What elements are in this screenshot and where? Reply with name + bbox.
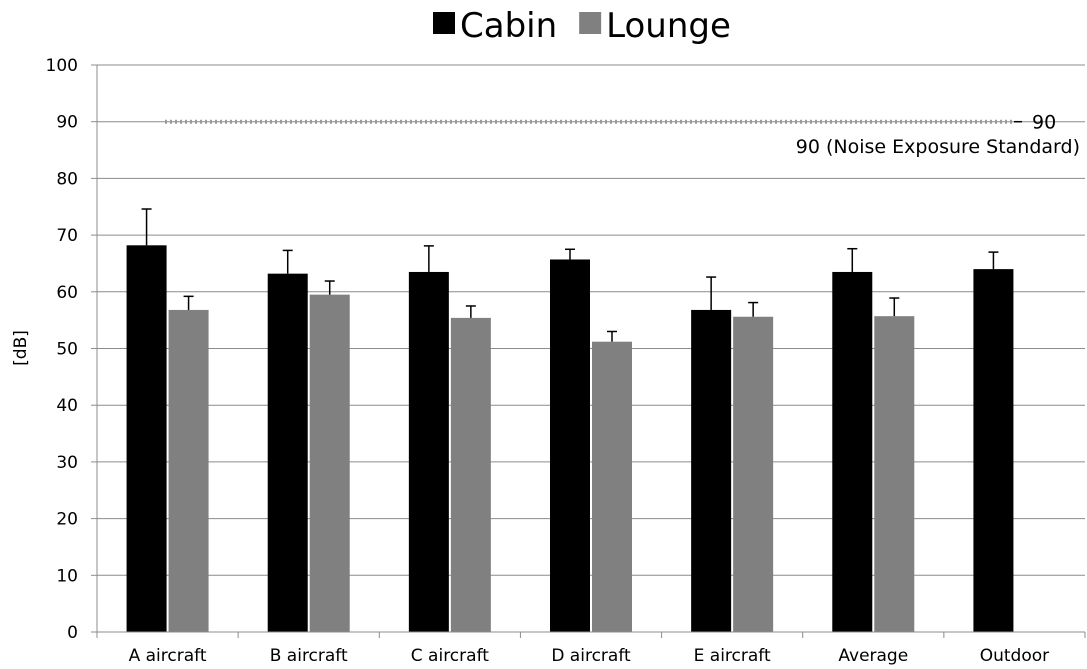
x-tick-label: Average (838, 646, 908, 666)
bar-cabin (691, 309, 732, 632)
y-tick-label: 80 (56, 169, 78, 189)
y-tick-label: 40 (56, 396, 78, 416)
bar-lounge (450, 317, 491, 632)
x-tick-label: C aircraft (411, 646, 489, 666)
bar-cabin (267, 273, 308, 632)
reference-value-label: 90 (1032, 112, 1056, 134)
y-tick-label: 50 (56, 340, 78, 360)
x-tick-label: B aircraft (270, 646, 348, 666)
x-tick-label: Outdoor (980, 646, 1049, 666)
bar-cabin (832, 271, 873, 632)
y-tick-label: 20 (56, 510, 78, 530)
legend-swatch-cabin (433, 12, 455, 34)
bar-lounge (874, 316, 915, 632)
y-tick-label: 70 (56, 226, 78, 246)
legend-label-cabin: Cabin (460, 6, 557, 46)
y-tick-label: 0 (67, 623, 78, 643)
bar-cabin (126, 245, 167, 632)
legend-swatch-lounge (579, 12, 602, 34)
x-tick-label: E aircraft (694, 646, 771, 666)
y-tick-label: 90 (56, 113, 78, 133)
error-bars (141, 208, 999, 342)
bars (126, 245, 1014, 632)
legend: Cabin Lounge (433, 6, 731, 46)
y-tick-label: 60 (56, 283, 78, 303)
legend-label-lounge: Lounge (606, 6, 731, 46)
axes (91, 64, 1086, 638)
x-tick-label: D aircraft (551, 646, 631, 666)
reference-description: 90 (Noise Exposure Standard) (796, 136, 1080, 158)
bar-lounge (168, 309, 209, 632)
x-tick-label: A aircraft (129, 646, 207, 666)
y-tick-label: 30 (56, 453, 78, 473)
y-tick-label: 10 (56, 566, 78, 586)
bar-lounge (733, 316, 774, 632)
bar-cabin (408, 271, 449, 632)
y-tick-label: 100 (46, 56, 78, 76)
x-tick-labels: A aircraft B aircraft C aircraft D aircraft… (129, 646, 1050, 666)
y-axis-label: [dB] (11, 330, 31, 366)
bar-lounge (309, 294, 350, 632)
bar-cabin (973, 269, 1014, 632)
bar-lounge (592, 341, 632, 632)
y-tick-labels: 0 10 20 30 40 50 60 70 80 90 100 (46, 56, 78, 643)
bar-cabin (550, 259, 590, 632)
